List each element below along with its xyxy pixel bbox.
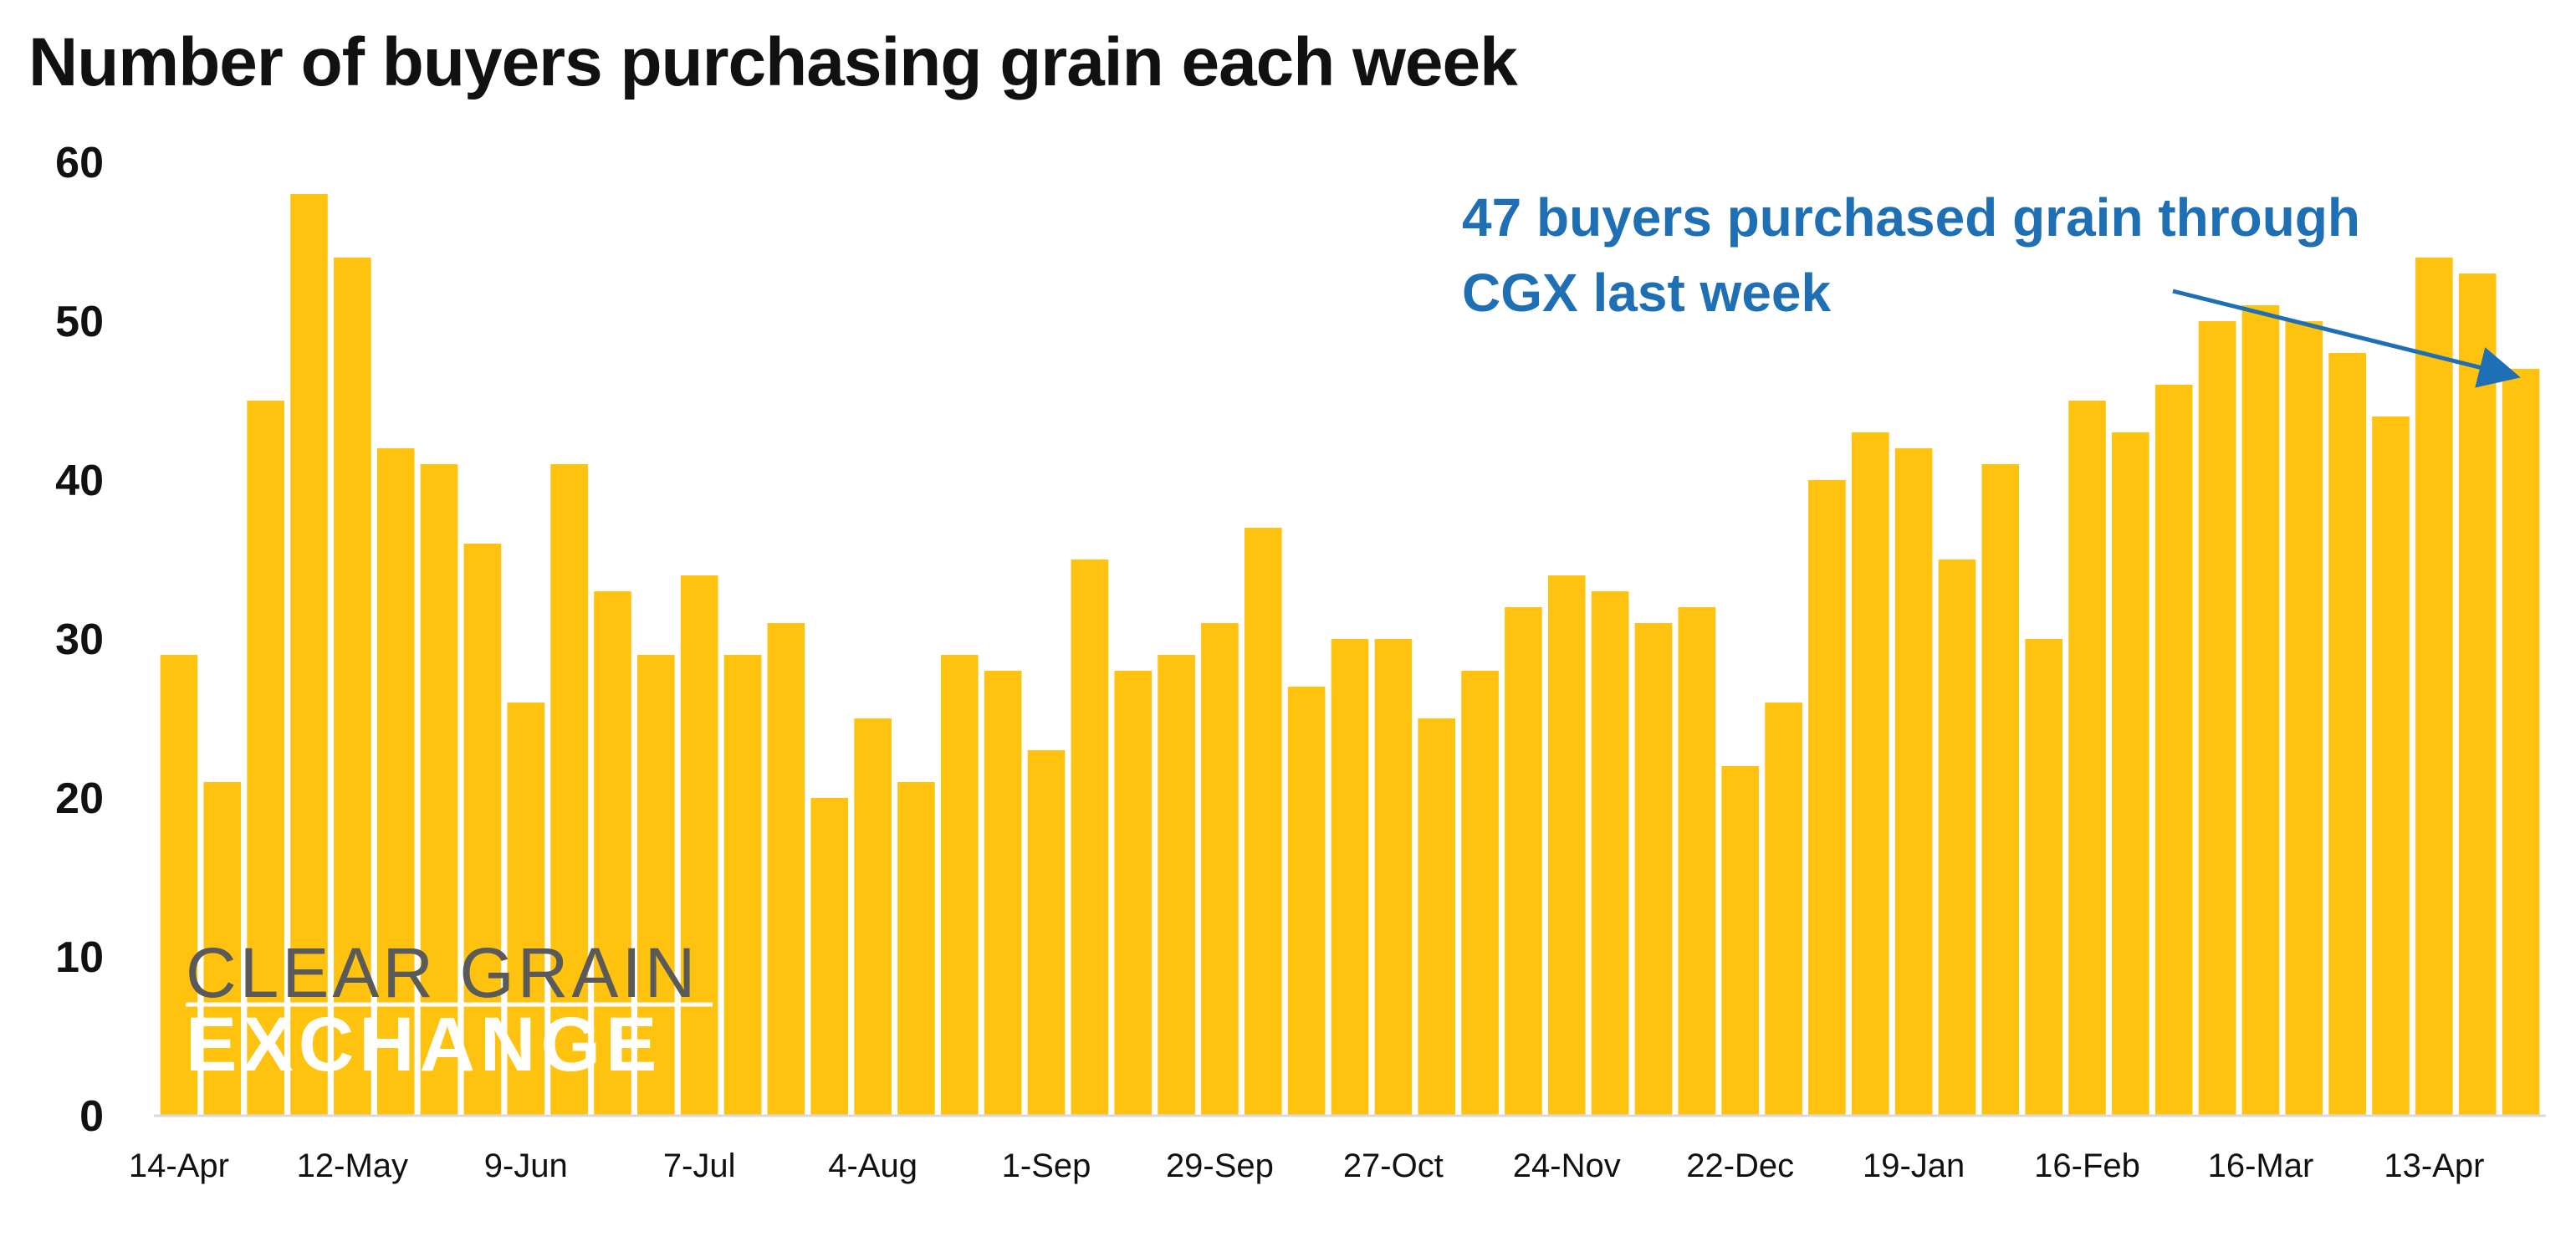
bar [2154,385,2193,1116]
x-tick-label: 19-Jan [1863,1147,1965,1184]
bar [1287,687,1326,1116]
bar [1547,575,1586,1116]
bar [1114,671,1153,1116]
bar [2285,321,2323,1116]
annotation-line1: 47 buyers purchased grain through [1462,187,2360,248]
y-tick-label: 50 [55,298,104,346]
bar [1765,703,1802,1116]
y-tick-label: 20 [55,774,104,823]
bar [2502,369,2540,1116]
y-tick-label: 0 [79,1092,104,1141]
bar [767,623,805,1116]
bar [1071,560,1109,1116]
x-axis: 14-Apr 12-May 9-Jun 7-Jul 4-Aug 1-Sep 29-Sep 27… [129,1114,2546,1184]
bar [941,655,979,1116]
y-tick-label: 60 [55,139,104,187]
bar [1027,750,1066,1116]
x-tick-label: 1-Sep [1002,1147,1091,1184]
bar [723,655,762,1116]
bar [1244,528,1282,1116]
bar [854,718,892,1116]
bar [2025,639,2062,1116]
bar [984,671,1022,1116]
bar [507,703,545,1116]
y-axis: 0 10 20 30 40 50 60 [55,139,104,1141]
bar [160,655,198,1116]
bar [2198,321,2236,1116]
bar [1981,464,2020,1116]
bar [203,782,242,1116]
bar [1808,480,1846,1116]
annotation-line2: CGX last week [1462,263,1832,323]
bar [1634,623,1673,1116]
bar [594,591,631,1116]
bar [1721,766,1759,1116]
annotation: 47 buyers purchased grain through CGX la… [1462,187,2521,388]
bar [2112,432,2149,1116]
bar [2328,353,2366,1116]
x-tick-label: 24-Nov [1513,1147,1621,1184]
y-tick-label: 40 [55,457,104,505]
bar [1158,655,1195,1116]
bar [680,575,718,1116]
chart-title: Number of buyers purchasing grain each w… [28,24,1518,100]
x-tick-label: 14-Apr [129,1147,229,1184]
x-tick-label: 27-Oct [1343,1147,1444,1184]
bar [1851,432,1889,1116]
x-tick-label: 16-Mar [2208,1147,2314,1184]
bar [1894,448,1933,1116]
bar [420,464,458,1116]
bar [2241,305,2280,1116]
bar [1201,623,1239,1116]
x-tick-label: 16-Feb [2034,1147,2140,1184]
bar [1374,639,1413,1116]
bar [1591,591,1629,1116]
x-tick-label: 7-Jul [663,1147,736,1184]
bar [1678,607,1716,1116]
bar [334,258,371,1116]
watermark-logo: CLEAR GRAIN EXCHANGE [186,933,713,1087]
bar [2068,401,2106,1116]
x-tick-label: 4-Aug [828,1147,917,1184]
annotation-arrow [2172,289,2521,388]
bar [897,782,935,1116]
bar [1418,718,1455,1116]
bar [810,798,849,1116]
bar [463,544,502,1116]
bar [2372,417,2410,1116]
logo-line1: CLEAR GRAIN [186,933,698,1012]
x-tick-label: 12-May [297,1147,408,1184]
bar [290,194,328,1116]
bar [2415,258,2453,1116]
x-tick-label: 9-Jun [484,1147,568,1184]
x-tick-label: 13-Apr [2384,1147,2484,1184]
bar [550,464,588,1116]
x-tick-label: 22-Dec [1686,1147,1794,1184]
x-tick-label: 29-Sep [1166,1147,1274,1184]
bars [160,194,2540,1116]
bar [1331,639,1369,1116]
bar [637,655,675,1116]
bar [247,401,284,1116]
y-tick-label: 10 [55,933,104,982]
bar [1938,560,1976,1116]
bar [1505,607,1542,1116]
bar [1461,671,1499,1116]
logo-line2: EXCHANGE [186,1002,662,1087]
y-tick-label: 30 [55,616,104,664]
bar [2458,273,2497,1116]
